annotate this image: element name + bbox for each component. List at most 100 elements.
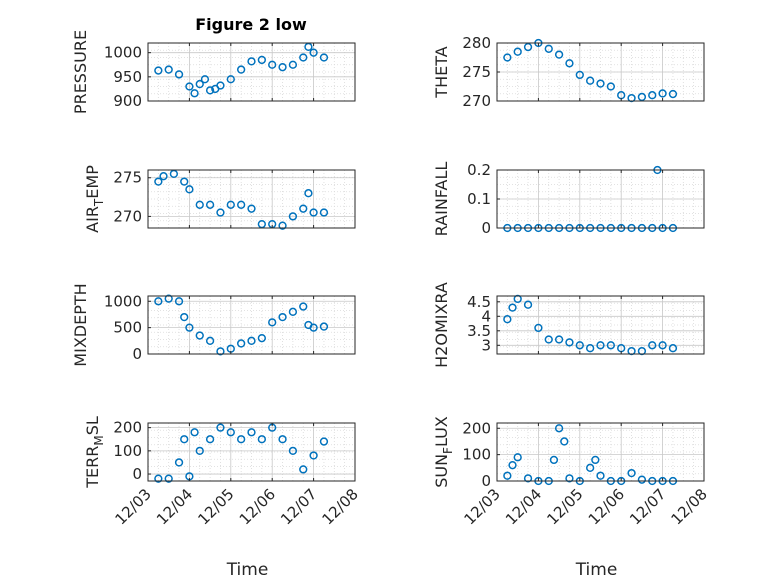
data-point [278, 435, 287, 444]
data-point [565, 338, 574, 347]
y-tick-label: 900 [113, 92, 142, 110]
y-tick-label: 100 [462, 446, 491, 464]
figure-title: Figure 2 low [195, 15, 307, 34]
data-point [185, 82, 194, 91]
y-axis-label-tail: EMP [83, 165, 102, 199]
data-point [195, 200, 204, 209]
x-tick-label: 12/04 [502, 485, 545, 528]
data-point [668, 89, 678, 99]
x-axis-label: Time [226, 560, 269, 580]
subplot-1: 900 950 1000 PRESSURE [71, 30, 356, 114]
minor-grid [497, 296, 704, 354]
data-point [596, 341, 605, 350]
data-point [309, 451, 318, 460]
y-tick-label: 4 [481, 307, 491, 325]
data-point [288, 60, 298, 69]
data-point [319, 437, 329, 446]
data-point [596, 79, 605, 88]
data-point [268, 60, 277, 69]
data-point [299, 465, 308, 474]
data-point [268, 318, 277, 327]
data-point [560, 437, 569, 446]
y-tick-label: 275 [462, 63, 491, 81]
data-point [319, 322, 329, 331]
subplot-6: 33.544.5 H2OMIXRA [432, 282, 705, 368]
data-point [554, 50, 564, 59]
y-tick-label: 1000 [104, 44, 142, 62]
data-point [180, 435, 189, 444]
y-tick-label: 275 [113, 169, 142, 187]
data-point [154, 474, 163, 483]
y-axis-label-base: TERR [83, 446, 102, 489]
y-axis-label: TERRMSL [83, 416, 106, 489]
data-point [257, 435, 267, 444]
data-point [247, 336, 256, 345]
data-point [247, 57, 256, 66]
plot-area [148, 43, 355, 101]
data-point [278, 221, 287, 230]
data-point [237, 200, 246, 209]
data-point [586, 463, 595, 472]
data-point [309, 323, 318, 332]
axes-box [147, 42, 356, 102]
y-tick-label: 3 [481, 336, 491, 354]
plot-area [148, 170, 355, 228]
data-point [549, 455, 559, 465]
minor-grid [497, 43, 704, 101]
data-point [299, 53, 308, 62]
data-point [180, 177, 189, 186]
y-axis-label-sub: T [92, 198, 106, 207]
data-point [596, 471, 605, 480]
axes-box [147, 295, 356, 355]
data-point [299, 204, 308, 213]
data-point [309, 208, 318, 217]
y-axis-label-sub: F [441, 447, 455, 454]
data-point [257, 55, 267, 65]
data-point [554, 335, 564, 344]
data-point [247, 204, 256, 213]
data-point [205, 86, 215, 95]
data-point [278, 312, 287, 322]
data-point [205, 336, 215, 345]
data-point [195, 446, 204, 455]
axes-box [496, 295, 705, 355]
x-tick-label: 12/05 [543, 485, 586, 528]
data-point [216, 347, 225, 356]
data-point [606, 82, 615, 91]
data-point [185, 185, 194, 194]
data-point [637, 475, 647, 484]
axes-box [147, 169, 356, 229]
subplot-5: 0 500 1000 MIXDEPTH [71, 283, 356, 367]
data-point [523, 474, 533, 483]
data-point [195, 79, 204, 89]
data-point [190, 89, 199, 98]
data-point [174, 297, 184, 306]
data-point [544, 335, 553, 344]
data-point [523, 300, 533, 309]
data-point [226, 75, 235, 84]
data-point [606, 341, 615, 350]
data-point [159, 172, 168, 181]
y-tick-label: 100 [113, 442, 142, 460]
data-point [508, 303, 517, 312]
y-tick-label: 0 [481, 219, 491, 237]
subplot-2: 270 275 280 THETA [432, 34, 705, 110]
data-point [237, 435, 246, 444]
data-point [154, 66, 163, 75]
data-point [195, 331, 204, 340]
y-axis-label-tail: SL [83, 416, 102, 435]
data-point [154, 177, 163, 186]
subplot-7: 0 100 200 TERRMSL 12/0312/0412/0512/0612/071… [83, 416, 362, 580]
y-axis-label-tail: LUX [432, 416, 451, 447]
data-point [513, 47, 522, 56]
data-point [586, 344, 595, 353]
data-point [237, 65, 246, 74]
x-tick-label: 12/06 [236, 485, 279, 528]
y-tick-label: 0 [481, 472, 491, 490]
data-point [304, 189, 313, 198]
y-tick-label: 270 [462, 92, 491, 110]
x-tick-label: 12/08 [319, 485, 362, 528]
data-point [503, 53, 512, 62]
x-tick-label: 12/03 [112, 485, 155, 528]
x-axis-label: Time [575, 560, 618, 580]
